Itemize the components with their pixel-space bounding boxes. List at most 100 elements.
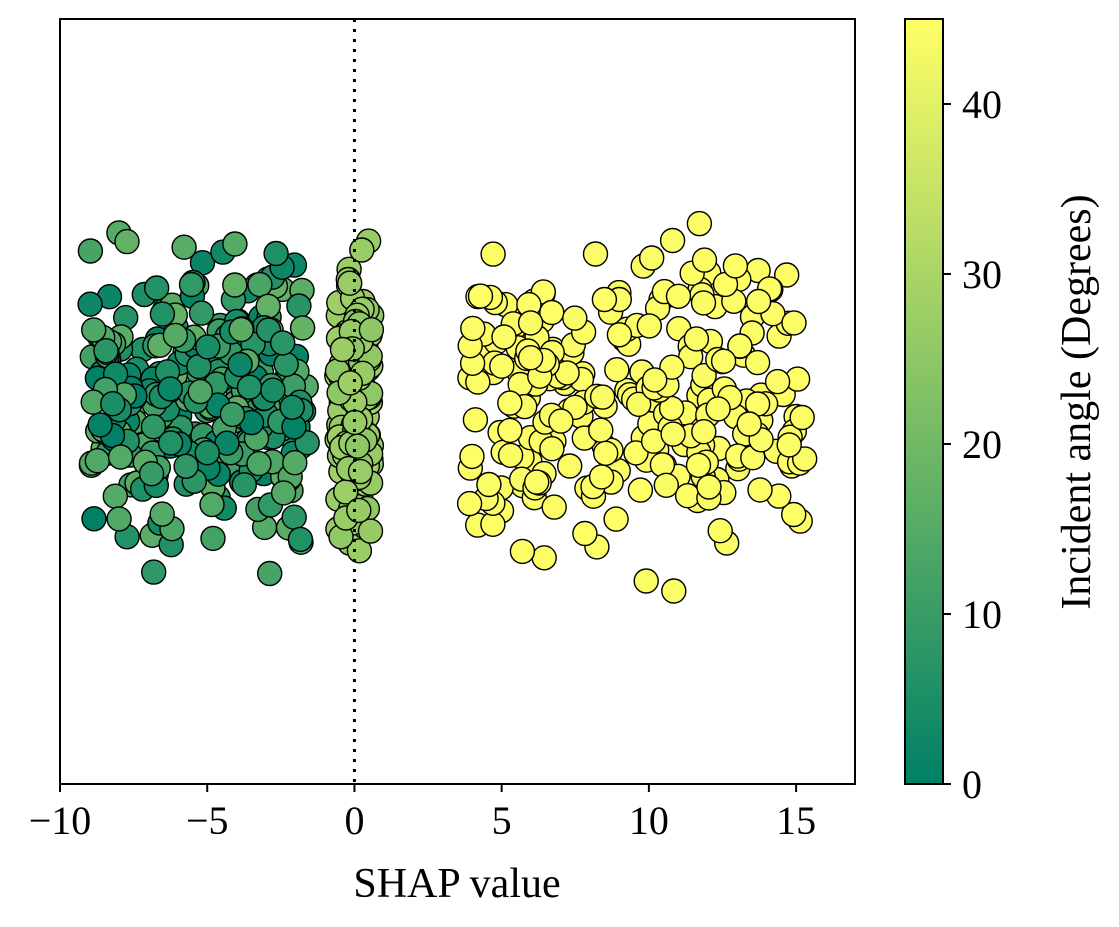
scatter-point	[162, 322, 189, 349]
scatter-point	[789, 404, 815, 431]
plot-frame	[59, 18, 856, 785]
scatter-point	[273, 351, 299, 378]
scatter-point	[639, 245, 665, 271]
scatter-point	[279, 394, 305, 420]
scatter-point	[270, 330, 296, 356]
scatter-point	[705, 396, 731, 422]
scatter-point	[173, 453, 199, 479]
colorbar-tick-label: 20	[962, 422, 1002, 467]
scatter-point	[84, 448, 111, 474]
scatter-point	[349, 237, 375, 263]
scatter-point	[649, 452, 676, 478]
scatter-point	[231, 472, 258, 498]
x-tick-label: 5	[492, 798, 512, 843]
scatter-point	[456, 490, 483, 517]
scatter-point	[149, 301, 176, 327]
scatter-point	[593, 440, 619, 466]
scatter-point	[636, 313, 662, 339]
scatter-point	[548, 408, 574, 434]
scatter-point	[491, 324, 517, 350]
colorbar-tick-label: 30	[962, 252, 1002, 297]
scatter-point	[665, 283, 692, 309]
x-tick-label: −10	[29, 798, 92, 843]
scatter-point	[80, 317, 107, 343]
scatter-point	[696, 474, 722, 500]
x-tick-label: 15	[776, 798, 816, 843]
scatter-point	[357, 518, 384, 544]
scatter-point	[674, 483, 701, 509]
scatter-point	[157, 376, 183, 402]
x-tick-label: 10	[629, 798, 669, 843]
scatter-point	[100, 391, 126, 417]
scatter-point	[497, 442, 524, 468]
scatter-point	[140, 559, 167, 585]
scatter-point	[346, 538, 373, 564]
scatter-point	[219, 401, 246, 428]
scatter-point	[517, 345, 544, 371]
x-axis-label: SHAP value	[353, 861, 560, 907]
scatter-point	[774, 262, 800, 288]
scatter-point	[140, 414, 167, 440]
scatter-point	[781, 501, 807, 528]
scatter-point	[764, 368, 791, 395]
scatter-point	[337, 270, 363, 296]
scatter-point	[93, 338, 119, 364]
scatter-point	[222, 272, 248, 298]
scatter-point	[246, 450, 272, 477]
scatter-point	[710, 348, 737, 374]
scatter-point	[107, 444, 134, 470]
scatter-point	[347, 458, 374, 485]
scatter-point	[497, 390, 523, 416]
scatter-point	[603, 506, 629, 532]
x-tick-label: 0	[344, 798, 364, 843]
scatter-point	[623, 440, 649, 466]
scatter-point	[87, 412, 113, 438]
scatter-point	[557, 453, 583, 479]
scatter-point	[337, 370, 363, 396]
scatter-points	[77, 210, 818, 604]
scatter-point	[236, 374, 263, 400]
scatter-point	[589, 384, 616, 410]
scatter-point	[228, 316, 254, 343]
colorbar-label: Incident angle (Degrees)	[1054, 194, 1100, 609]
scatter-point	[81, 506, 107, 532]
scatter-point	[627, 477, 654, 503]
scatter-point	[690, 290, 717, 316]
scatter-point	[149, 501, 175, 527]
scatter-point	[659, 354, 685, 380]
scatter-point	[286, 293, 312, 319]
scatter-point	[642, 367, 668, 393]
scatter-point	[736, 411, 762, 437]
scatter-point	[588, 417, 614, 443]
scatter-point	[460, 315, 486, 342]
scatter-point	[329, 336, 356, 363]
scatter-point	[685, 452, 712, 478]
scatter-point	[143, 275, 170, 301]
scatter-point	[633, 568, 659, 594]
scatter-point	[194, 440, 220, 466]
scatter-point	[747, 477, 773, 503]
scatter-point	[77, 238, 104, 264]
scatter-point	[260, 377, 286, 403]
scatter-point	[287, 526, 314, 553]
scatter-point	[497, 417, 523, 444]
scatter-point	[517, 310, 544, 336]
scatter-point	[222, 231, 248, 257]
scatter-point	[187, 378, 214, 405]
scatter-point	[686, 210, 713, 237]
scatter-point	[691, 419, 717, 445]
scatter-point	[282, 450, 308, 476]
scatter-point	[257, 560, 283, 587]
scatter-point	[661, 578, 687, 604]
scatter-point	[178, 271, 205, 298]
colorbar-ticks: 0 10 20 30 40	[943, 82, 1002, 807]
scatter-point	[247, 271, 273, 298]
scatter-point	[626, 391, 652, 417]
scatter-point	[106, 506, 132, 532]
scatter-point	[591, 286, 618, 313]
scatter-point	[195, 334, 221, 360]
scatter-point	[467, 283, 494, 309]
scatter-point	[691, 247, 718, 273]
scatter-point	[588, 464, 615, 490]
